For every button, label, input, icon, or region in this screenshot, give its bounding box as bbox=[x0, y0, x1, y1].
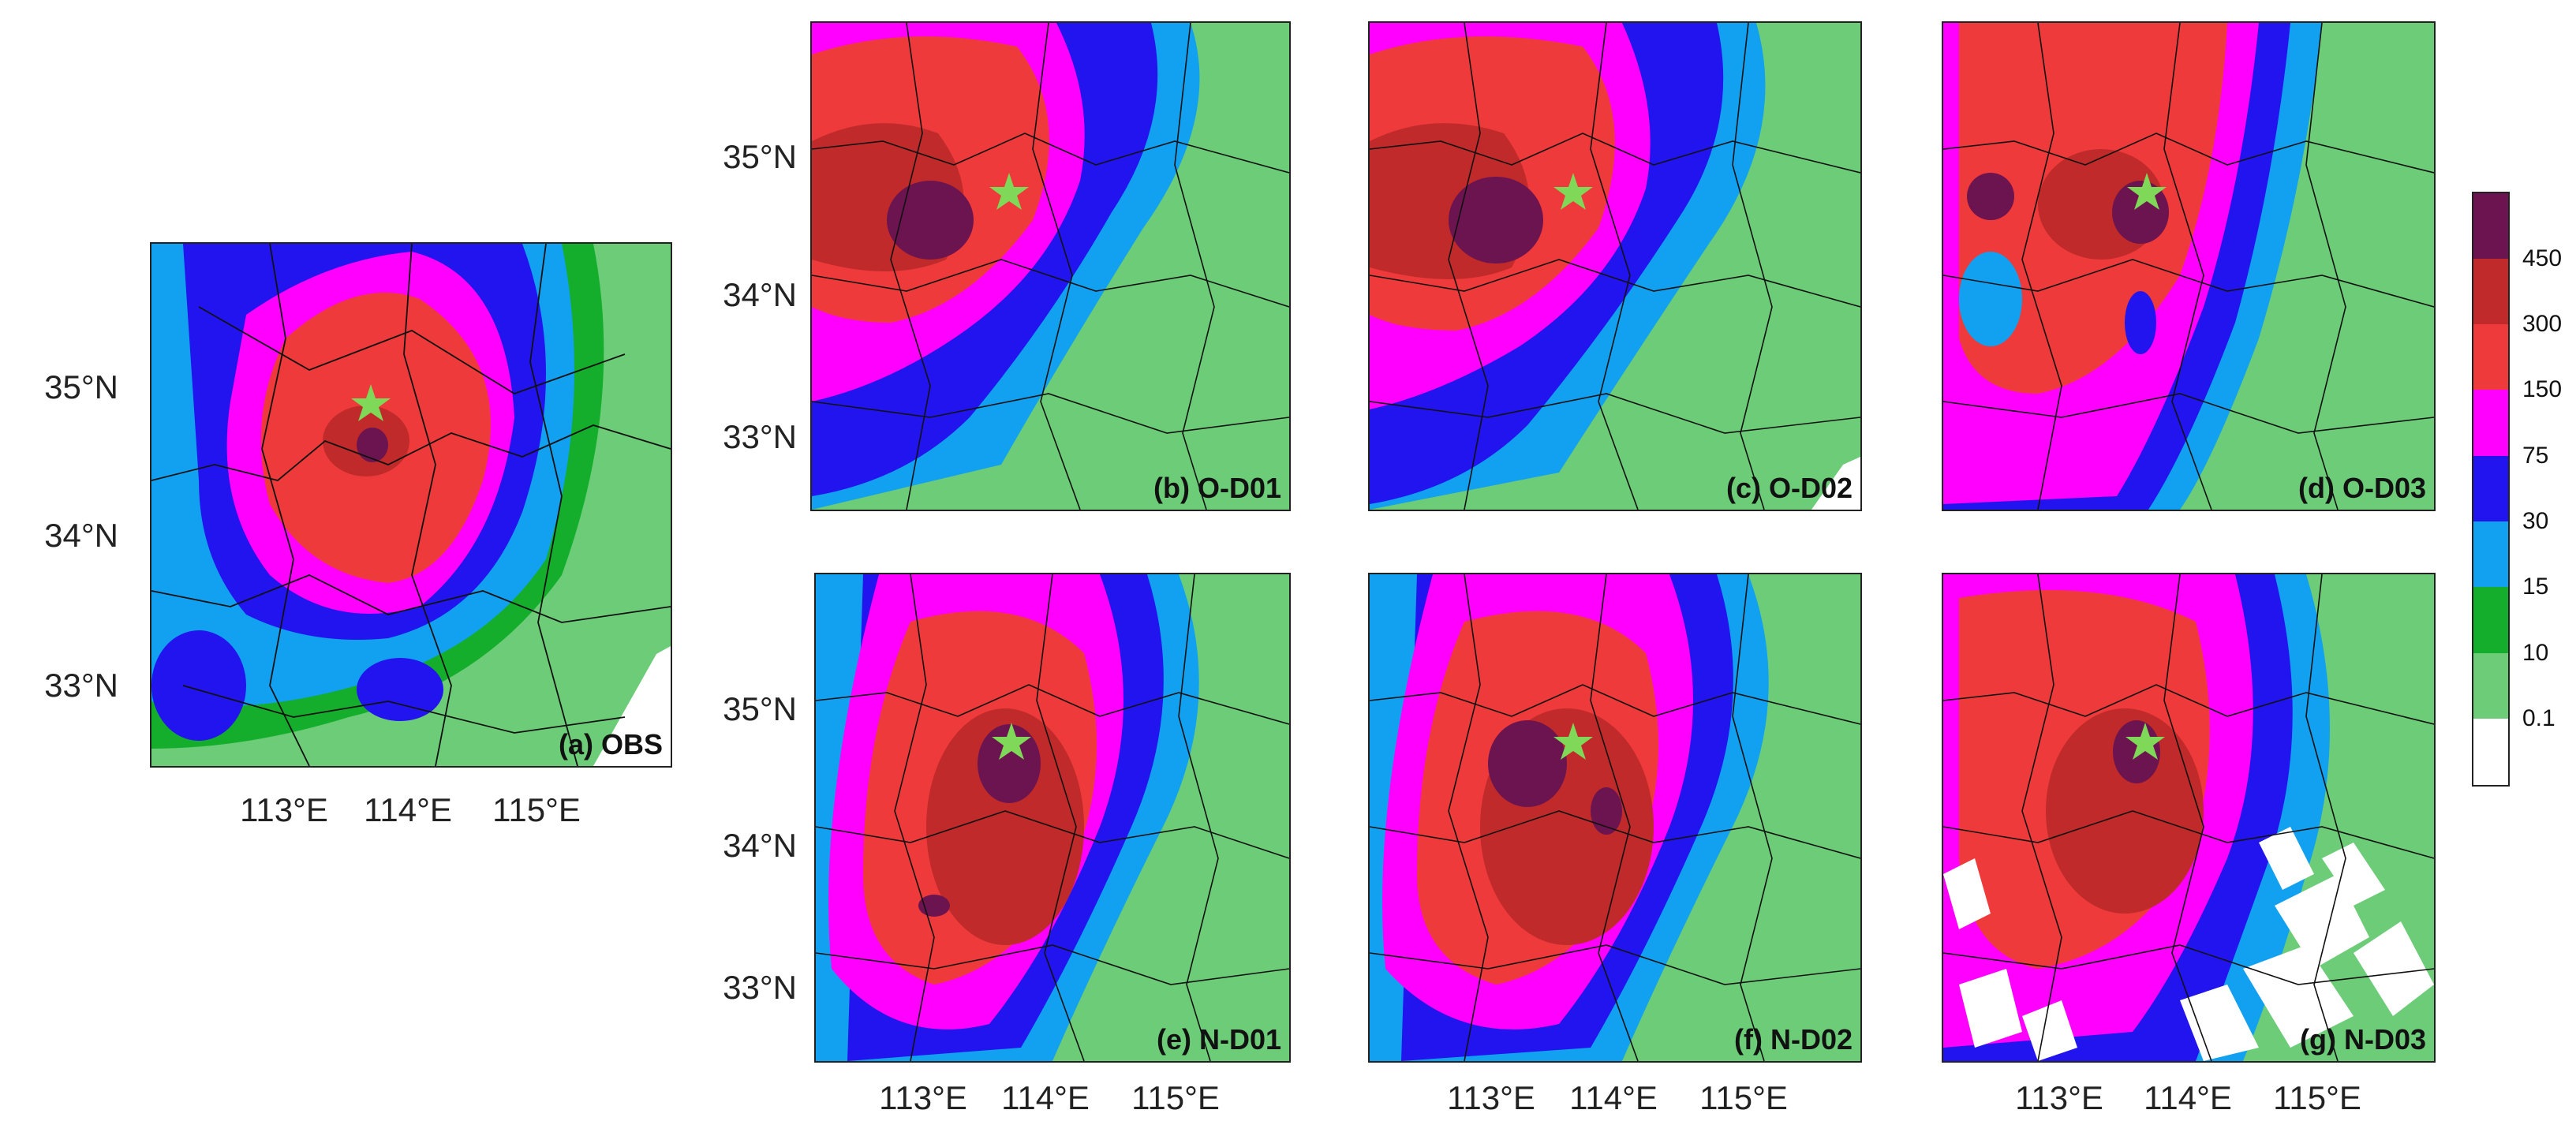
lon-label-a-114e: 114°E bbox=[364, 791, 452, 828]
colorbar-label-300: 300 bbox=[2522, 311, 2563, 337]
panel-c-o-d02: (c) O-D02 bbox=[1368, 21, 1862, 511]
colorbar-swatch-2 bbox=[2473, 259, 2508, 324]
colorbar-label-150: 150 bbox=[2522, 376, 2563, 402]
colorbar-swatch-1 bbox=[2473, 193, 2508, 259]
star-icon bbox=[992, 723, 1031, 760]
lat-label-a-34n: 34°N bbox=[44, 517, 118, 554]
panel-label: (d) O-D03 bbox=[2298, 472, 2426, 504]
star-icon bbox=[1553, 723, 1593, 760]
lon-label-g-114e: 114°E bbox=[2144, 1079, 2232, 1116]
colorbar-label-10: 10 bbox=[2522, 640, 2549, 666]
map-n-d03 bbox=[1943, 574, 2434, 1061]
panel-label: (e) N-D01 bbox=[1156, 1023, 1281, 1056]
panel-g-n-d03: (g) N-D03 bbox=[1942, 573, 2436, 1063]
lon-label-e-114e: 114°E bbox=[1001, 1079, 1090, 1116]
panel-label: (c) O-D02 bbox=[1725, 472, 1853, 504]
colorbar-swatch-5 bbox=[2473, 456, 2508, 521]
panel-label: (g) N-D03 bbox=[2300, 1023, 2426, 1056]
panel-d-o-d03: (d) O-D03 bbox=[1942, 21, 2436, 511]
map-n-d01 bbox=[816, 574, 1289, 1061]
star-icon bbox=[351, 384, 391, 421]
lon-label-f-113e: 113°E bbox=[1447, 1079, 1535, 1116]
panel-e-n-d01: (e) N-D01 bbox=[814, 573, 1291, 1063]
lon-label-a-113e: 113°E bbox=[240, 791, 328, 828]
lon-label-e-115e: 115°E bbox=[1131, 1079, 1220, 1116]
lat-label-a-33n: 33°N bbox=[44, 667, 118, 704]
map-o-d02 bbox=[1370, 23, 1860, 510]
colorbar-label-30: 30 bbox=[2522, 508, 2549, 534]
lon-label-e-113e: 113°E bbox=[879, 1079, 967, 1116]
map-o-d01 bbox=[812, 23, 1289, 510]
map-n-d02 bbox=[1370, 574, 1860, 1061]
colorbar-label-15: 15 bbox=[2522, 574, 2549, 600]
panel-a-obs: (a) OBS bbox=[150, 242, 672, 768]
colorbar-label-0-1: 0.1 bbox=[2522, 705, 2555, 731]
lat-label-a-35n: 35°N bbox=[44, 368, 118, 405]
panel-label: (f) N-D02 bbox=[1734, 1023, 1853, 1056]
lon-label-a-115e: 115°E bbox=[492, 791, 581, 828]
lat-label-b-35n: 35°N bbox=[723, 138, 797, 175]
map-o-d03 bbox=[1943, 23, 2434, 510]
panel-f-n-d02: (f) N-D02 bbox=[1368, 573, 1862, 1063]
panel-b-o-d01: (b) O-D01 bbox=[810, 21, 1291, 511]
colorbar-label-450: 450 bbox=[2522, 245, 2563, 271]
lon-label-f-114e: 114°E bbox=[1569, 1079, 1658, 1116]
panel-label: (b) O-D01 bbox=[1153, 472, 1281, 504]
star-icon bbox=[989, 173, 1029, 210]
colorbar-label-75: 75 bbox=[2522, 443, 2549, 469]
map-obs bbox=[151, 244, 671, 766]
lon-label-g-115e: 115°E bbox=[2273, 1079, 2361, 1116]
lat-label-e-35n: 35°N bbox=[723, 690, 797, 727]
star-icon bbox=[1553, 173, 1593, 210]
colorbar-swatch-9 bbox=[2473, 719, 2508, 785]
lon-label-g-113e: 113°E bbox=[2015, 1079, 2103, 1116]
colorbar-swatch-7 bbox=[2473, 587, 2508, 653]
panel-label: (a) OBS bbox=[558, 728, 663, 760]
colorbar bbox=[2472, 192, 2510, 787]
colorbar-swatch-6 bbox=[2473, 521, 2508, 587]
lat-label-b-34n: 34°N bbox=[723, 276, 797, 313]
lat-label-e-33n: 33°N bbox=[723, 969, 797, 1006]
star-icon bbox=[2125, 723, 2165, 760]
lon-label-f-115e: 115°E bbox=[1699, 1079, 1788, 1116]
star-icon bbox=[2127, 173, 2167, 210]
colorbar-swatch-8 bbox=[2473, 653, 2508, 719]
lat-label-b-33n: 33°N bbox=[723, 418, 797, 455]
colorbar-swatch-3 bbox=[2473, 324, 2508, 390]
lat-label-e-34n: 34°N bbox=[723, 827, 797, 864]
colorbar-swatch-4 bbox=[2473, 390, 2508, 456]
